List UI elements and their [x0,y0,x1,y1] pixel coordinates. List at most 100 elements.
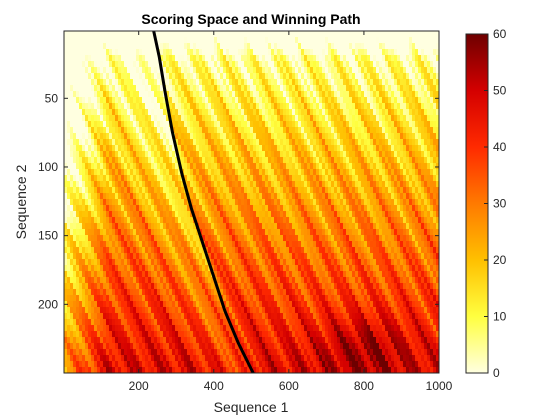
heatmap-cell [343,145,347,152]
heatmap-cell [85,31,89,38]
heatmap-cell [379,193,383,200]
heatmap-cell [136,235,140,242]
heatmap-cell [244,229,248,236]
heatmap-cell [181,217,185,224]
heatmap-cell [325,61,329,68]
heatmap-cell [304,37,308,44]
heatmap-cell [229,163,233,170]
heatmap-cell [340,163,344,170]
heatmap-cell [142,187,146,194]
heatmap-cell [286,175,290,182]
heatmap-cell [427,55,431,62]
heatmap-cell [319,145,323,152]
heatmap-cell [247,175,251,182]
heatmap-cell [421,115,425,122]
heatmap-cell [274,181,278,188]
heatmap-cell [160,103,164,110]
heatmap-cell [418,91,422,98]
heatmap-cell [76,37,80,44]
heatmap-cell [217,37,221,44]
heatmap-cell [184,133,188,140]
heatmap-cell [385,169,389,176]
heatmap-cell [307,61,311,68]
heatmap-cell [97,187,101,194]
heatmap-cell [97,133,101,140]
heatmap-cell [427,109,431,116]
heatmap-cell [307,157,311,164]
heatmap-cell [127,121,131,128]
heatmap-cell [412,115,416,122]
heatmap-cell [259,97,263,104]
heatmap-cell [436,157,439,164]
heatmap-cell [76,235,80,242]
heatmap-cell [358,205,362,212]
heatmap-cell [79,43,83,50]
heatmap-cell [205,151,209,158]
heatmap-cell [196,73,200,80]
heatmap-cell [319,31,323,38]
heatmap-cell [121,259,125,266]
heatmap-cell [400,49,404,56]
heatmap-cell [433,205,437,212]
heatmap-cell [202,235,206,242]
heatmap-cell [232,55,236,62]
heatmap-cell [328,31,332,38]
heatmap-cell [106,37,110,44]
heatmap-cell [352,121,356,128]
heatmap-cell [229,157,233,164]
heatmap-cell [127,181,131,188]
heatmap-cell [211,103,215,110]
heatmap-cell [124,241,128,248]
heatmap-cell [298,121,302,128]
heatmap-cell [199,229,203,236]
heatmap-cell [265,37,269,44]
heatmap-cell [100,157,104,164]
heatmap-cell [403,127,407,134]
heatmap-cell [196,145,200,152]
heatmap-cell [277,241,281,248]
heatmap-cell [124,37,128,44]
heatmap-cell [73,133,77,140]
heatmap-cell [85,121,89,128]
heatmap-cell [175,73,179,80]
heatmap-cell [250,223,254,230]
heatmap-cell [430,199,434,206]
heatmap-cell [187,211,191,218]
heatmap-cell [376,115,380,122]
heatmap-cell [391,199,395,206]
heatmap-cell [397,151,401,158]
heatmap-cell [280,241,284,248]
heatmap-cell [292,229,296,236]
heatmap-cell [196,121,200,128]
heatmap-cell [115,73,119,80]
heatmap-cell [199,55,203,62]
heatmap-cell [319,73,323,80]
heatmap-cell [256,163,260,170]
heatmap-cell [250,85,254,92]
heatmap-cell [286,265,290,272]
heatmap-cell [145,187,149,194]
heatmap-cell [379,163,383,170]
heatmap-cell [229,175,233,182]
heatmap-cell [280,61,284,68]
heatmap-cell [187,217,191,224]
heatmap-cell [346,223,350,230]
heatmap-cell [340,133,344,140]
heatmap-cell [160,37,164,44]
heatmap-cell [154,115,158,122]
heatmap-cell [304,85,308,92]
heatmap-cell [181,187,185,194]
heatmap-cell [106,265,110,272]
heatmap-cell [85,55,89,62]
heatmap-cell [370,97,374,104]
heatmap-cell [226,43,230,50]
heatmap-cell [70,121,74,128]
heatmap-cell [436,103,439,110]
heatmap-cell [322,217,326,224]
heatmap-cell [259,205,263,212]
heatmap-cell [289,85,293,92]
heatmap-cell [220,253,224,260]
heatmap-cell [421,85,425,92]
heatmap-cell [334,67,338,74]
heatmap-cell [430,115,434,122]
